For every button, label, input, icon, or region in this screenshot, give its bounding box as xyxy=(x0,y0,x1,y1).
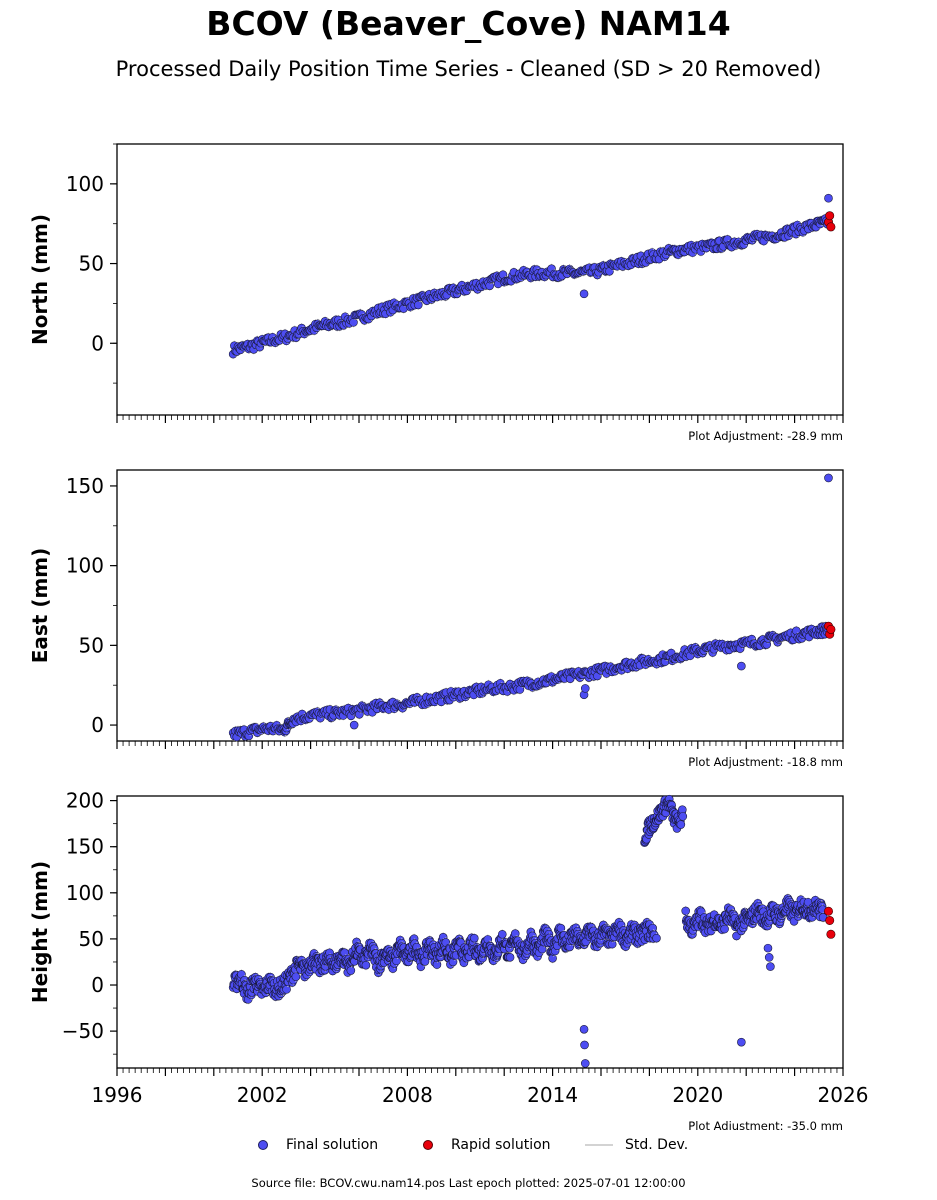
rapid-point xyxy=(826,624,836,634)
final-point xyxy=(291,972,301,982)
legend: Final solution Rapid solution Std. Dev. xyxy=(250,1137,720,1159)
y-tick-label: 200 xyxy=(66,789,104,813)
y-tick-label: 100 xyxy=(66,881,104,905)
y-tick-label: −50 xyxy=(62,1019,104,1043)
rapid-point xyxy=(826,929,836,939)
plot-adjustment: Plot Adjustment: -28.9 mm xyxy=(688,429,843,443)
final-point-outlier xyxy=(737,661,746,671)
final-point-outlier xyxy=(349,720,359,730)
plots-canvas: 0 50 100 North (mm) Plot Adjustment: -28.9 m… xyxy=(28,143,869,1130)
x-tick-label: 2014 xyxy=(527,1083,578,1107)
final-point xyxy=(652,933,661,943)
final-point xyxy=(392,956,401,966)
plot-frame xyxy=(116,469,844,742)
chart-title: BCOV (Beaver_Cove) NAM14 xyxy=(206,4,731,43)
final-point-outlier xyxy=(580,1059,590,1068)
final-point xyxy=(346,966,356,975)
final-point xyxy=(720,924,729,934)
legend-label-std: Std. Dev. xyxy=(625,1137,689,1153)
final-point-outlier xyxy=(737,1037,746,1047)
y-tick-label: 150 xyxy=(66,835,104,859)
plot-adjustment: Plot Adjustment: -18.8 mm xyxy=(688,755,843,769)
final-point xyxy=(413,300,423,310)
rapid-point xyxy=(826,222,836,232)
final-point xyxy=(361,960,371,970)
rapid-point xyxy=(825,915,835,925)
y-tick-label: 100 xyxy=(66,172,104,196)
x-tick-label: 2020 xyxy=(672,1083,723,1107)
final-point-outlier xyxy=(764,953,774,962)
final-point-outlier xyxy=(824,473,833,483)
y-tick-label: 0 xyxy=(91,973,104,997)
x-tick-label: 2026 xyxy=(818,1083,869,1107)
legend-label-final: Final solution xyxy=(286,1137,379,1153)
final-point-outlier xyxy=(580,1040,589,1050)
final-point xyxy=(469,933,479,943)
y-tick-label: 50 xyxy=(79,927,104,951)
y-axis-label: North (mm) xyxy=(28,214,52,345)
y-axis-label: Height (mm) xyxy=(28,861,52,1003)
final-point xyxy=(282,985,291,994)
final-point xyxy=(678,812,688,821)
final-point-outlier xyxy=(579,1024,589,1034)
x-tick-label: 1996 xyxy=(92,1083,143,1107)
legend-item-rapid: Rapid solution xyxy=(423,1137,551,1153)
final-point xyxy=(497,929,507,939)
y-tick-label: 100 xyxy=(66,554,104,578)
legend-marker-rapid xyxy=(423,1140,433,1150)
x-tick-label: 2002 xyxy=(237,1083,288,1107)
legend-marker-final xyxy=(258,1140,268,1150)
final-point-outlier xyxy=(579,289,589,299)
legend-item-final: Final solution xyxy=(258,1137,378,1153)
y-tick-label: 0 xyxy=(91,331,104,355)
y-tick-label: 50 xyxy=(79,633,104,657)
final-point xyxy=(681,906,691,916)
final-point xyxy=(505,953,515,962)
plot-adjustment: Plot Adjustment: -35.0 mm xyxy=(688,1119,843,1130)
final-point xyxy=(676,820,686,829)
source-caption: Source file: BCOV.cwu.nam14.pos Last epo… xyxy=(251,1176,686,1190)
final-point-outlier xyxy=(763,943,773,953)
chart-subtitle: Processed Daily Position Time Series - C… xyxy=(115,57,822,81)
legend-label-rapid: Rapid solution xyxy=(451,1137,551,1153)
rapid-point xyxy=(825,211,835,221)
final-point-outlier xyxy=(580,684,590,693)
rapid-point xyxy=(823,906,833,916)
plot-frame xyxy=(116,795,844,1069)
legend-item-std: Std. Dev. xyxy=(585,1137,688,1153)
final-point-outlier xyxy=(824,193,833,203)
y-tick-label: 150 xyxy=(66,474,104,498)
y-tick-label: 50 xyxy=(79,252,104,276)
y-axis-label: East (mm) xyxy=(28,548,52,664)
y-tick-label: 0 xyxy=(91,713,104,737)
final-point-outlier xyxy=(766,962,775,971)
legend-marker-std xyxy=(585,1144,613,1146)
final-point xyxy=(420,957,430,966)
x-tick-label: 2008 xyxy=(382,1083,433,1107)
